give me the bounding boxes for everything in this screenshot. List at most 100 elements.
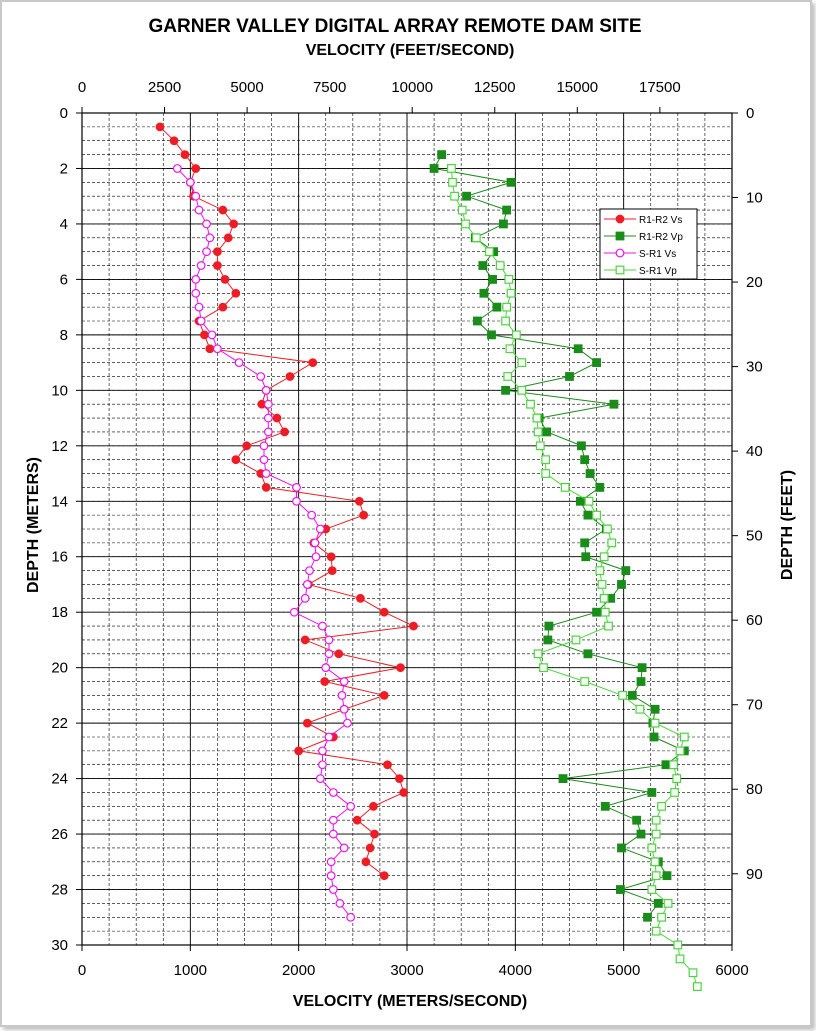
data-point-s-r1-vp (604, 621, 613, 631)
data-point-s-r1-vs (194, 205, 204, 215)
legend-label-s-r1-vp: S-R1 Vp (639, 266, 677, 277)
data-point-s-r1-vp (504, 275, 514, 284)
data-point-r1-r2-vp (636, 677, 646, 686)
y-left-tick-label: 0 (60, 105, 68, 122)
data-point-r1-r2-vp (502, 205, 512, 215)
data-point-r1-r2-vp (488, 275, 497, 284)
data-point-s-r1-vp (635, 704, 645, 714)
data-point-s-r1-vp (651, 829, 661, 839)
data-point-s-r1-vs (256, 372, 266, 381)
data-point-s-r1-vp (461, 219, 470, 229)
data-point-s-r1-vp (505, 344, 515, 354)
data-point-r1-r2-vp (544, 621, 554, 631)
data-point-s-r1-vp (541, 455, 551, 465)
data-point-r1-r2-vp (487, 330, 496, 340)
data-point-r1-r2-vp (650, 704, 660, 714)
axis-ticks (76, 107, 738, 951)
data-point-s-r1-vp (650, 718, 660, 728)
x-bottom-tick-label: 6000 (715, 962, 748, 979)
data-point-s-r1-vs (259, 455, 269, 465)
data-point-s-r1-vs (261, 469, 271, 478)
data-point-r1-r2-vs (169, 136, 179, 146)
data-point-r1-r2-vs (352, 815, 362, 825)
data-point-r1-r2-vs (409, 621, 418, 631)
data-point-r1-r2-vp (621, 566, 631, 575)
data-point-r1-r2-vp (473, 316, 482, 326)
series-s-r1-vp (447, 164, 702, 991)
data-point-s-r1-vs (343, 718, 352, 728)
data-point-s-r1-vs (339, 704, 349, 714)
data-point-s-r1-vs (300, 593, 310, 603)
data-point-r1-r2-vs (220, 275, 230, 284)
y-right-axis-title: DEPTH (FEET) (779, 470, 796, 580)
data-point-r1-r2-vp (636, 829, 646, 839)
data-point-s-r1-vp (670, 788, 679, 797)
legend-marker-r1-r2-vp (615, 231, 625, 241)
data-point-s-r1-vp (595, 566, 605, 575)
legend: R1-R2 Vs R1-R2 Vp S-R1 Vs S-R1 Vp (599, 208, 698, 280)
legend-marker-s-r1-vs (615, 248, 625, 258)
data-point-s-r1-vs (311, 552, 321, 562)
data-point-r1-r2-vs (379, 607, 389, 617)
chart-title: GARNER VALLEY DIGITAL ARRAY REMOTE DAM S… (149, 16, 642, 37)
data-point-r1-r2-vs (399, 788, 409, 797)
y-right-tick-label: 0 (746, 105, 754, 122)
x-top-tick-label: 15000 (556, 79, 598, 96)
data-point-r1-r2-vs (213, 247, 222, 257)
data-point-s-r1-vp (669, 760, 678, 770)
data-point-r1-r2-vs (180, 150, 190, 160)
data-point-s-r1-vp (607, 538, 617, 548)
legend-marker-r1-r2-vs (615, 214, 625, 224)
data-point-r1-r2-vs (242, 441, 252, 451)
data-point-s-r1-vp (517, 385, 527, 395)
data-point-s-r1-vs (259, 441, 269, 451)
data-point-r1-r2-vp (649, 732, 659, 742)
data-point-r1-r2-vp (575, 496, 585, 506)
data-point-s-r1-vp (647, 843, 657, 853)
data-point-s-r1-vs (328, 829, 338, 839)
data-point-s-r1-vp (535, 441, 545, 451)
data-point-s-r1-vp (618, 690, 627, 700)
data-point-s-r1-vp (448, 177, 457, 187)
data-point-s-r1-vs (263, 427, 273, 437)
x-top-tick-label: 0 (78, 79, 86, 96)
data-point-r1-r2-vs (200, 330, 209, 340)
x-top-tick-label: 12500 (474, 79, 516, 96)
data-point-s-r1-vs (310, 538, 320, 548)
data-point-r1-r2-vp (501, 385, 510, 395)
data-point-r1-r2-vp (617, 580, 626, 589)
data-point-r1-r2-vp (478, 261, 488, 270)
data-point-r1-r2-vp (558, 774, 568, 783)
x-bottom-tick-label: 1000 (174, 962, 207, 979)
data-point-s-r1-vs (289, 607, 299, 617)
y-right-tick-label: 10 (746, 190, 763, 207)
legend-marker-s-r1-vp (615, 265, 625, 275)
legend-label-r1-r2-vs: R1-R2 Vs (639, 215, 682, 226)
series-r1-r2-vp (429, 150, 689, 922)
data-point-s-r1-vp (506, 288, 516, 298)
data-point-r1-r2-vs (365, 843, 375, 853)
data-point-r1-r2-vs (218, 205, 228, 215)
y-left-tick-label: 22 (51, 715, 68, 732)
data-point-r1-r2-vp (429, 164, 439, 173)
x-bottom-tick-label: 4000 (499, 962, 532, 979)
data-point-s-r1-vp (541, 469, 551, 478)
data-point-s-r1-vs (207, 330, 217, 340)
y-left-tick-label: 8 (60, 327, 68, 344)
y-right-tick-label: 20 (746, 274, 763, 291)
data-point-s-r1-vs (292, 496, 301, 506)
x-top-tick-label: 10000 (391, 79, 433, 96)
data-point-s-r1-vp (673, 940, 683, 950)
data-point-s-r1-vp (651, 871, 661, 881)
data-point-r1-r2-vp (580, 538, 590, 548)
data-point-r1-r2-vs (395, 774, 404, 783)
data-point-s-r1-vs (318, 621, 327, 631)
data-point-r1-r2-vp (600, 801, 610, 811)
data-point-s-r1-vs (328, 885, 338, 894)
x-top-tick-label: 17500 (639, 79, 681, 96)
x-bottom-axis-title: VELOCITY (METERS/SECOND) (293, 993, 527, 1010)
data-point-r1-r2-vp (479, 288, 489, 298)
data-point-s-r1-vs (185, 177, 195, 187)
